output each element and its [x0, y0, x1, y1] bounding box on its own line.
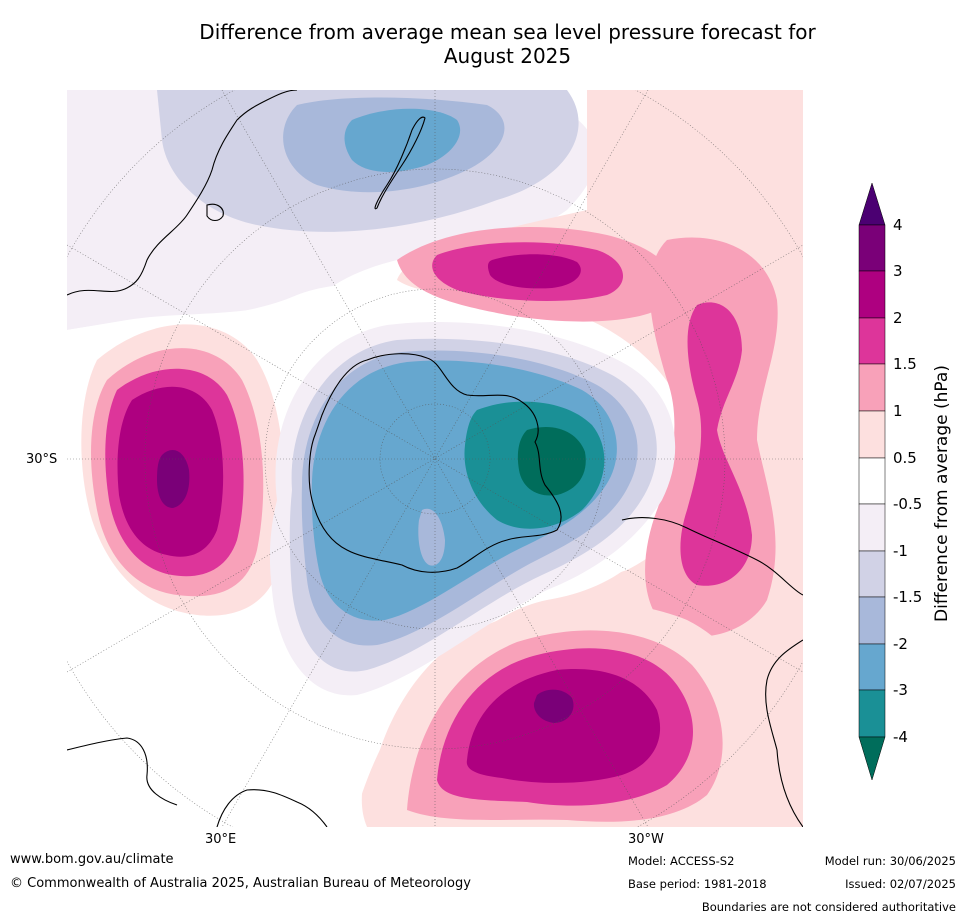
- colorbar-tick: 1: [893, 402, 903, 420]
- antarctica-coast: [308, 353, 562, 573]
- colorbar-tick: 0.5: [893, 449, 917, 467]
- model-text: Model: ACCESS-S2: [628, 854, 735, 868]
- tasmania-coast: [206, 203, 224, 222]
- model-run-text: Model run: 30/06/2025: [824, 854, 956, 868]
- colorbar-swatch-neg1-neg05: [858, 503, 886, 552]
- colorbar-swatch-2-3: [858, 270, 886, 319]
- colorbar-tick: 2: [893, 309, 903, 327]
- base-period-text: Base period: 1981-2018: [628, 877, 767, 891]
- anomaly-region-neg15-antarctic-inner: [418, 508, 445, 566]
- colorbar-swatch-below-neg4: [858, 736, 886, 781]
- issued-text: Issued: 02/07/2025: [845, 877, 956, 891]
- coastlines: [67, 90, 803, 827]
- pressure-anomaly-map: [67, 90, 803, 827]
- colorbar-tick: -1.5: [893, 588, 923, 606]
- colorbar-tick: 3: [893, 262, 903, 280]
- australia-coast: [67, 90, 298, 296]
- anomaly-region-neg2-nz: [344, 108, 461, 172]
- colorbar-swatch-1-15: [858, 363, 886, 412]
- colorbar-axis-label: Difference from average (hPa): [932, 365, 952, 622]
- colorbar: 4 3 2 1.5 1 0.5 -0.5 -1 -1.5 -2 -3 -4: [850, 180, 965, 790]
- colorbar-tick: 4: [893, 216, 903, 234]
- lon-label-30e: 30°E: [205, 832, 237, 847]
- title-line-2: August 2025: [443, 44, 572, 68]
- anomaly-region-pos2-pacific: [487, 254, 581, 289]
- anomaly-region-neg4-antarctic: [517, 426, 586, 496]
- anomaly-region-pos15-eastpac: [680, 302, 752, 586]
- colorbar-swatch-15-2: [858, 317, 886, 365]
- africa-coast: [67, 737, 328, 827]
- new-zealand-coast: [374, 116, 426, 210]
- map-title: Difference from average mean sea level p…: [100, 20, 915, 68]
- map-canvas: [67, 90, 803, 827]
- colorbar-tick: -3: [893, 681, 908, 699]
- colorbar-swatch-neg3-neg2: [858, 643, 886, 691]
- colorbar-tick: 1.5: [893, 355, 917, 373]
- copyright-text: © Commonwealth of Australia 2025, Austra…: [10, 876, 471, 891]
- lon-label-30w: 30°W: [628, 832, 664, 847]
- colorbar-swatch-neg15-neg1: [858, 550, 886, 598]
- lat-label-30s: 30°S: [26, 452, 58, 467]
- colorbar-swatches: [858, 182, 886, 781]
- colorbar-swatch-neg05-05: [858, 457, 886, 505]
- colorbar-tick: -4: [893, 728, 908, 746]
- anomaly-region-pos2-atlantic: [466, 669, 661, 783]
- colorbar-swatch-05-1: [858, 410, 886, 459]
- title-line-1: Difference from average mean sea level p…: [199, 20, 816, 44]
- website-link[interactable]: www.bom.gov.au/climate: [10, 852, 174, 867]
- disclaimer-text: Boundaries are not considered authoritat…: [701, 900, 956, 914]
- colorbar-swatch-3-4: [858, 224, 886, 272]
- colorbar-tick: -0.5: [893, 495, 923, 513]
- anomaly-region-pos3-atlantic: [533, 689, 574, 723]
- colorbar-tick: -2: [893, 635, 908, 653]
- south-america-coast: [621, 517, 803, 827]
- colorbar-tick: -1: [893, 542, 908, 560]
- graticule: [67, 90, 803, 827]
- colorbar-swatch-neg4-neg3: [858, 689, 886, 738]
- anomaly-region-pos3-indian: [157, 450, 190, 508]
- colorbar-swatch-neg2-neg15: [858, 596, 886, 645]
- colorbar-swatch-above-4: [858, 182, 886, 226]
